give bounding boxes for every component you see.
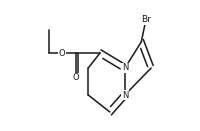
Text: O: O [72,73,79,83]
Text: O: O [59,48,65,58]
Text: N: N [122,64,128,72]
Text: N: N [122,91,128,100]
Text: Br: Br [141,15,151,24]
